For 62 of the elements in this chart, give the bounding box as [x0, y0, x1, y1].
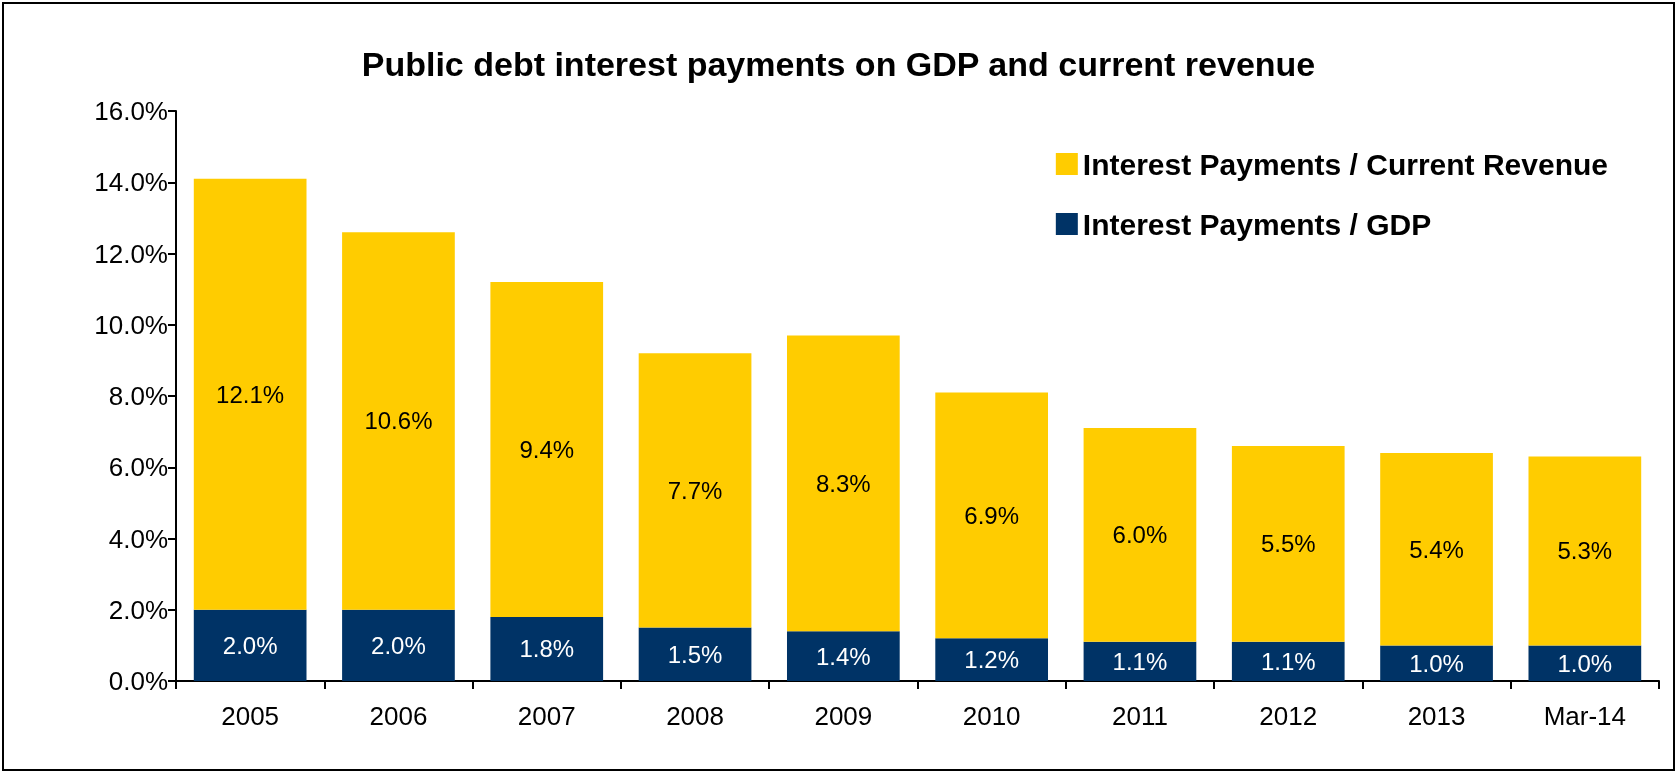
bar [638, 627, 752, 681]
data-label: 8.3% [816, 469, 871, 497]
bar [1528, 645, 1642, 681]
x-tick-label: 2010 [962, 701, 1021, 731]
bar [787, 631, 900, 681]
bar [1380, 645, 1493, 681]
bar [638, 353, 752, 628]
bar [935, 392, 1048, 639]
y-tick-label: 8.0% [108, 381, 168, 411]
y-tick-label: 2.0% [108, 594, 168, 625]
legend-label: Interest Payments / GDP [1082, 207, 1432, 241]
bar [1231, 445, 1345, 642]
data-label: 9.4% [519, 435, 575, 463]
y-tick-label: 14.0% [94, 167, 168, 198]
data-label: 1.0% [1557, 649, 1613, 677]
data-label: 6.0% [1112, 521, 1168, 549]
bar [193, 609, 307, 681]
data-label: 1.2% [964, 646, 1019, 674]
bar [1083, 428, 1197, 642]
data-label: 6.9% [964, 501, 1019, 529]
data-label: 2.0% [371, 631, 426, 659]
bar [490, 282, 604, 617]
y-tick-label: 6.0% [108, 452, 168, 483]
data-label: 1.0% [1409, 649, 1464, 677]
data-label: 10.6% [364, 407, 433, 435]
x-tick-label: 2013 [1407, 701, 1466, 731]
data-label: 1.8% [519, 635, 575, 663]
data-label: 2.0% [222, 631, 278, 659]
data-label: 1.1% [1112, 647, 1168, 675]
x-tick-label: 2012 [1259, 701, 1318, 731]
bar [1231, 641, 1345, 681]
x-tick-label: Mar-14 [1543, 701, 1627, 731]
bar [1528, 456, 1642, 646]
x-tick-label: 2011 [1111, 701, 1168, 731]
data-label: 1.5% [667, 640, 723, 668]
bar [935, 638, 1048, 681]
data-label: 5.3% [1557, 537, 1613, 565]
x-tick-label: 2005 [221, 701, 280, 731]
data-label: 1.4% [816, 642, 871, 670]
data-label: 12.1% [216, 380, 285, 408]
bar [490, 616, 604, 681]
y-tick-label: 0.0% [108, 666, 168, 696]
y-tick-label: 10.0% [94, 309, 168, 340]
y-tick-label: 12.0% [94, 238, 168, 269]
data-label: 7.7% [667, 476, 723, 504]
legend-label: Interest Payments / Current Revenue [1082, 147, 1609, 181]
chart-title: Public debt interest payments on GDP and current revenue [361, 45, 1316, 83]
bar [342, 232, 455, 610]
bar [787, 335, 900, 632]
data-label: 5.5% [1260, 530, 1316, 558]
y-tick-label: 4.0% [108, 523, 168, 554]
data-label: 5.4% [1409, 535, 1464, 563]
bar [193, 178, 307, 610]
bar [1380, 453, 1493, 646]
data-label: 1.1% [1260, 647, 1316, 675]
y-tick-label: 16.0% [94, 96, 168, 126]
x-tick-label: 2006 [369, 701, 428, 731]
x-tick-label: 2008 [666, 701, 724, 731]
bar [342, 609, 455, 681]
bar [1083, 641, 1197, 681]
x-tick-label: 2007 [517, 701, 576, 731]
x-tick-label: 2009 [814, 701, 873, 731]
